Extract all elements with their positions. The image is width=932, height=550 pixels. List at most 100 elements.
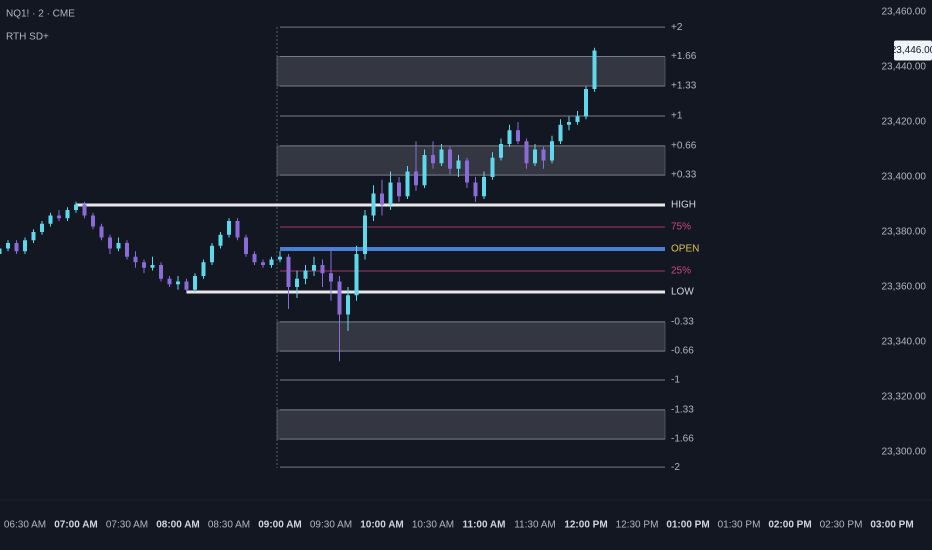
symbol: NQ1! · 2 · CME — [6, 9, 75, 20]
candle-body — [82, 204, 87, 216]
candle-body — [201, 262, 206, 276]
candle-body — [91, 215, 95, 227]
candle-body — [320, 265, 325, 274]
x-tick-label: 01:30 PM — [718, 520, 761, 531]
candle-body — [337, 281, 342, 315]
candle-body — [575, 116, 580, 122]
y-tick-label: 23,380.00 — [882, 227, 927, 238]
level-label: -0.33 — [671, 317, 694, 328]
candle-body — [0, 248, 2, 254]
candle-body — [592, 50, 597, 89]
candle-body — [507, 130, 512, 144]
candle-body — [558, 124, 563, 142]
candle-body — [57, 215, 61, 219]
candle-body — [286, 256, 291, 287]
level-label: -2 — [671, 462, 680, 473]
candle-body — [23, 240, 27, 252]
level-label: -1 — [671, 375, 680, 386]
level-label: -1.66 — [671, 434, 694, 445]
candle-body — [354, 254, 359, 296]
y-tick-label: 23,340.00 — [882, 337, 927, 348]
candle-body — [159, 265, 163, 279]
candle-body — [74, 204, 78, 210]
candle-body — [252, 254, 257, 263]
x-tick-label: 12:30 PM — [616, 520, 659, 531]
candle-body — [167, 278, 172, 285]
sd-band — [276, 145, 666, 176]
candle-body — [414, 171, 418, 186]
candle-body — [567, 122, 571, 125]
candle-body — [142, 262, 146, 268]
candle-body — [133, 256, 138, 263]
x-tick-label: 02:00 PM — [768, 520, 811, 531]
candle-body — [422, 155, 427, 186]
level-label: OPEN — [671, 244, 699, 255]
candle-body — [108, 237, 112, 249]
sd-band — [276, 56, 666, 87]
candle-body — [456, 160, 461, 169]
candle-body — [116, 243, 121, 249]
y-tick-label: 23,420.00 — [882, 117, 927, 128]
level-label: LOW — [671, 287, 694, 298]
candle-body — [482, 177, 486, 197]
candle-body — [405, 171, 410, 197]
level-label: +2 — [671, 22, 683, 33]
x-tick-label: 07:30 AM — [106, 520, 148, 531]
candle-body — [40, 223, 44, 232]
candle-body — [244, 237, 248, 254]
candle-body — [218, 234, 223, 246]
x-tick-label: 07:00 AM — [54, 520, 98, 531]
candle-body — [380, 193, 384, 205]
x-tick-label: 11:30 AM — [514, 520, 556, 531]
y-tick-label: 23,460.00 — [882, 7, 927, 18]
candle-body — [499, 144, 503, 158]
candle-body — [6, 243, 10, 249]
last-price-box — [894, 40, 932, 61]
candle-body — [312, 265, 316, 271]
candle-body — [346, 295, 350, 315]
sd-band — [276, 409, 666, 440]
candle-body — [439, 149, 444, 164]
candle-body — [516, 130, 520, 142]
level-label: -1.33 — [671, 405, 694, 416]
level-label: -0.66 — [671, 346, 694, 357]
candle-body — [227, 221, 231, 235]
candle-body — [31, 232, 36, 241]
candle-body — [303, 270, 308, 279]
sd-band — [276, 321, 666, 352]
x-tick-label: 03:00 PM — [870, 520, 913, 531]
x-tick-label: 09:00 AM — [258, 520, 302, 531]
candle-body — [261, 262, 265, 265]
candle-body — [363, 215, 367, 254]
candle-body — [371, 193, 376, 216]
level-label: +1.66 — [671, 51, 697, 62]
x-tick-label: 12:00 PM — [564, 520, 607, 531]
candle-body — [210, 245, 214, 263]
x-tick-label: 06:30 AM — [4, 520, 46, 531]
x-tick-label: 01:00 PM — [666, 520, 709, 531]
candle-body — [65, 210, 70, 219]
candle-body — [524, 141, 529, 164]
y-tick-label: 23,360.00 — [882, 282, 927, 293]
candle-body — [550, 141, 554, 161]
candle-body — [465, 160, 469, 183]
level-label: +1 — [671, 111, 683, 122]
x-tick-label: 08:00 AM — [156, 520, 200, 531]
indicator-name: RTH SD+ — [6, 32, 49, 43]
x-tick-label: 10:30 AM — [412, 520, 454, 531]
candle-body — [448, 149, 452, 169]
candle-body — [278, 256, 282, 260]
level-label: +0.66 — [671, 141, 697, 152]
candle-body — [295, 278, 299, 287]
candle-body — [397, 182, 401, 197]
level-label: 75% — [671, 222, 691, 233]
candle-body — [533, 149, 537, 164]
candle-body — [14, 243, 19, 252]
candle-body — [235, 221, 240, 238]
x-tick-label: 11:00 AM — [463, 520, 506, 531]
y-tick-label: 23,300.00 — [882, 447, 927, 458]
level-label: 25% — [671, 266, 691, 277]
last-price-label: 23,446.00 — [891, 45, 932, 56]
